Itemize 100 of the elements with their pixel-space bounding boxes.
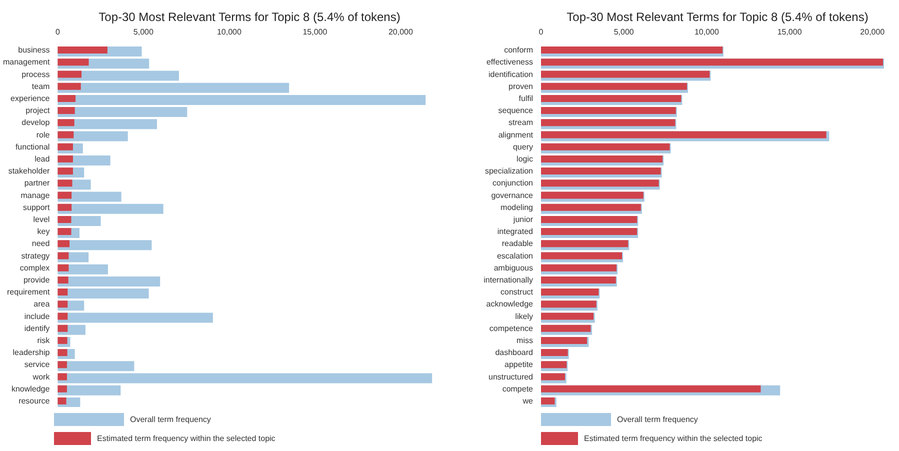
y-tick-label: lead xyxy=(34,154,50,164)
bar xyxy=(58,252,69,260)
bar xyxy=(58,312,213,323)
y-tick-label: functional xyxy=(15,142,50,152)
x-tick-label: 0 xyxy=(538,28,544,36)
x-tick-label: 20,000 xyxy=(388,28,414,36)
bar xyxy=(58,82,290,93)
bar xyxy=(541,240,628,248)
y-tick-label: complex xyxy=(20,263,50,272)
bar xyxy=(541,349,568,356)
y-tick-label: ambiguous xyxy=(494,263,533,272)
bar xyxy=(58,216,72,223)
y-tick-label: miss xyxy=(516,336,533,345)
bar xyxy=(58,336,68,344)
bar xyxy=(58,131,74,138)
y-tick-label: specialization xyxy=(484,166,533,176)
bar xyxy=(541,300,596,308)
x-tick-label: 10,000 xyxy=(694,28,720,36)
bar xyxy=(58,204,164,214)
y-tick-label: develop xyxy=(22,118,50,128)
y-tick-label: query xyxy=(512,142,533,152)
bar xyxy=(58,288,149,299)
y-tick-label: junior xyxy=(512,214,534,224)
bar xyxy=(58,82,81,90)
bar xyxy=(58,46,108,54)
bar xyxy=(541,107,676,114)
y-tick-label: work xyxy=(32,372,51,382)
y-tick-label: risk xyxy=(37,336,51,345)
bar xyxy=(58,204,72,211)
bar xyxy=(58,168,73,175)
y-tick-label: partner xyxy=(24,178,50,188)
bar xyxy=(58,94,76,102)
bar xyxy=(541,155,663,162)
y-tick-label: sequence xyxy=(498,106,534,116)
bar xyxy=(541,385,761,392)
bar xyxy=(58,276,160,286)
chart-title: Top-30 Most Relevant Terms for Topic 8 (5.4% of tokens) xyxy=(98,10,400,24)
y-tick-label: team xyxy=(32,82,50,91)
y-tick-label: project xyxy=(26,106,50,116)
y-tick-label: knowledge xyxy=(11,384,50,394)
y-tick-label: construct xyxy=(500,288,534,297)
y-tick-label: internationally xyxy=(484,275,533,284)
bar xyxy=(58,349,68,356)
y-tick-label: experience xyxy=(10,94,50,103)
bar xyxy=(58,240,152,250)
y-tick-label: likely xyxy=(515,312,533,321)
y-tick-label: need xyxy=(32,239,50,248)
y-tick-label: integrated xyxy=(497,227,533,236)
y-tick-label: include xyxy=(24,312,50,321)
y-tick-label: stream xyxy=(508,118,534,128)
bar xyxy=(541,94,682,102)
y-tick-label: resource xyxy=(18,396,50,406)
bar xyxy=(541,397,555,404)
y-tick-label: proven xyxy=(508,82,533,91)
bar xyxy=(58,276,68,284)
bar xyxy=(541,373,566,380)
bar xyxy=(541,336,588,344)
y-tick-label: key xyxy=(37,227,50,236)
bar xyxy=(58,361,67,368)
bar xyxy=(541,131,826,138)
bar xyxy=(58,312,68,320)
legend-label: Estimated term frequency within the selected topic xyxy=(584,434,762,443)
bar xyxy=(58,228,72,236)
y-tick-label: identification xyxy=(488,70,533,79)
y-tick-label: conform xyxy=(504,46,534,55)
y-tick-label: we xyxy=(522,396,534,406)
x-tick-label: 0 xyxy=(55,28,60,36)
y-tick-label: leadership xyxy=(12,348,50,358)
bar xyxy=(541,70,710,78)
bar xyxy=(58,107,75,114)
bar xyxy=(541,324,591,332)
y-tick-label: governance xyxy=(491,190,534,200)
y-tick-label: management xyxy=(2,58,50,67)
bar xyxy=(541,288,599,296)
x-tick-label: 10,000 xyxy=(216,28,242,36)
y-tick-label: logic xyxy=(516,154,533,164)
y-tick-label: unstructured xyxy=(488,372,533,382)
y-tick-label: strategy xyxy=(21,251,50,260)
y-tick-label: compete xyxy=(502,384,534,394)
bar xyxy=(58,192,72,199)
y-tick-label: role xyxy=(36,130,50,140)
y-tick-label: requirement xyxy=(7,288,50,297)
bar xyxy=(58,373,432,384)
y-tick-label: effectiveness xyxy=(486,58,533,67)
bar xyxy=(541,58,884,66)
bar xyxy=(541,252,622,260)
y-tick-label: modeling xyxy=(500,202,533,212)
bar xyxy=(58,397,66,404)
y-tick-label: dashboard xyxy=(495,348,533,358)
bar xyxy=(541,82,687,90)
y-tick-label: appetite xyxy=(504,360,534,370)
bar xyxy=(58,58,89,66)
bar xyxy=(541,216,638,223)
bar xyxy=(58,155,73,162)
y-tick-label: acknowledge xyxy=(486,300,534,309)
x-tick-label: 5,000 xyxy=(614,28,634,36)
bar xyxy=(58,324,68,332)
y-tick-label: competence xyxy=(489,324,534,333)
legend-label: Estimated term frequency within the selected topic xyxy=(97,434,276,443)
text: Overall term frequency xyxy=(617,415,698,424)
